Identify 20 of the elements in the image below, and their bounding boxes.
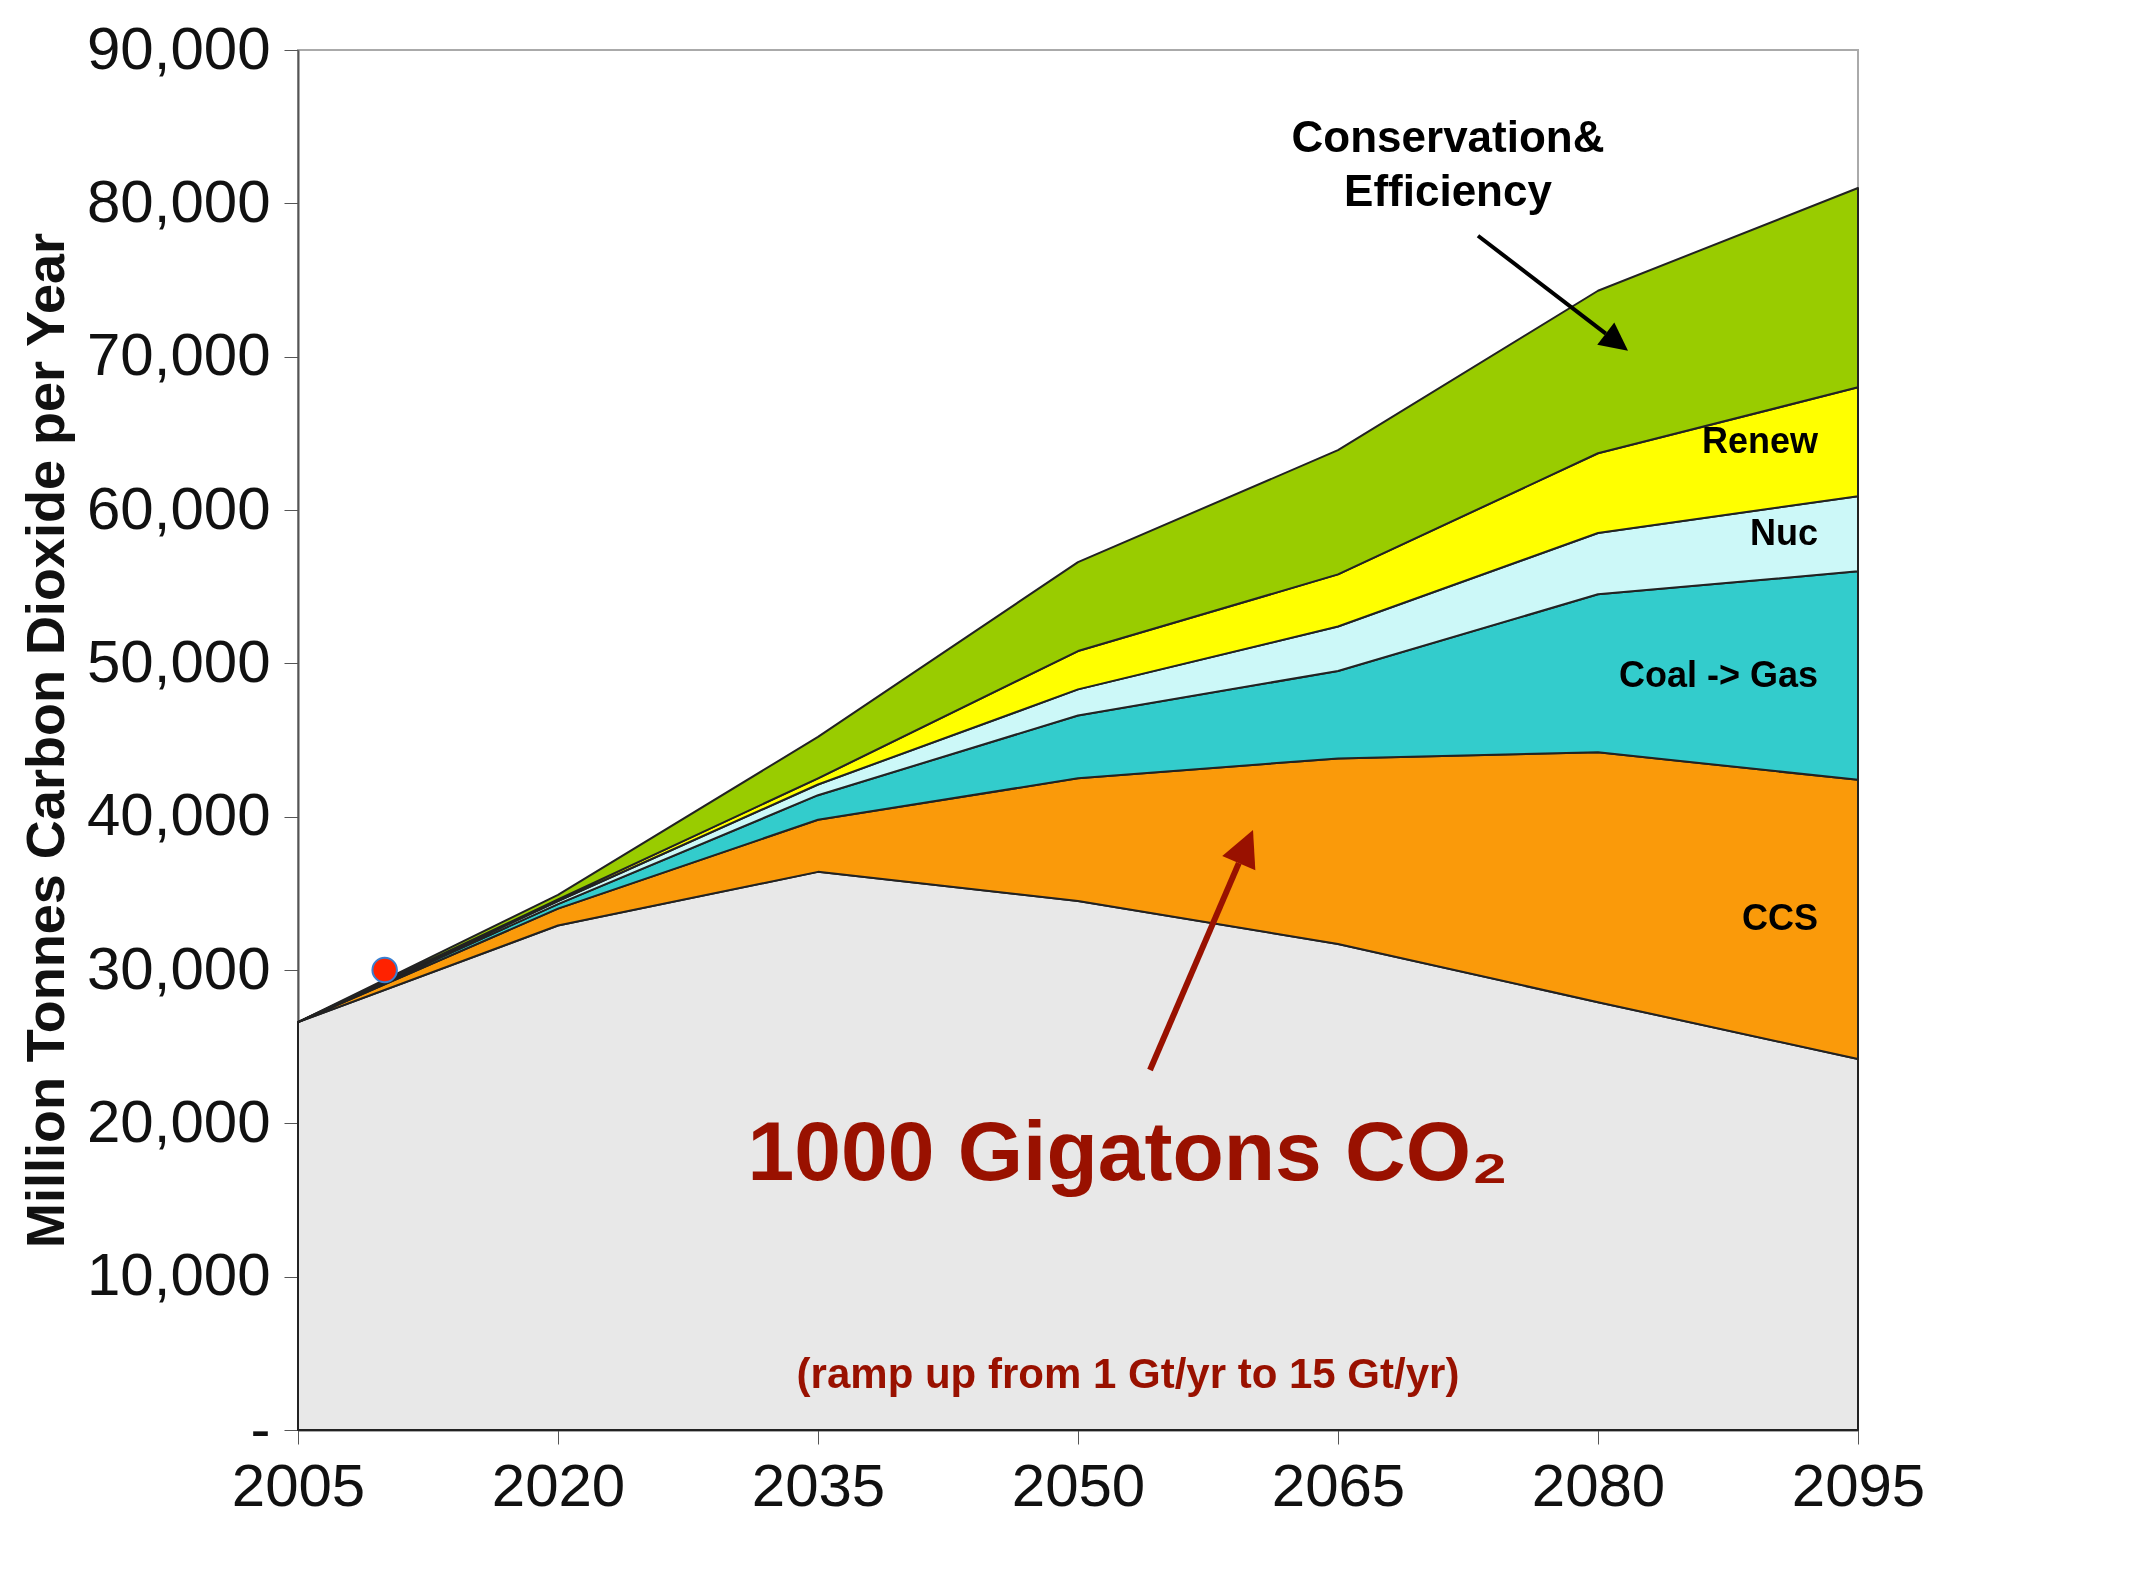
y-tick-label: 70,000 xyxy=(86,321,271,389)
series-label: Coal -> Gas xyxy=(1618,653,1818,695)
y-axis-title: Million Tonnes Carbon Dioxide per Year xyxy=(14,232,75,1249)
x-tick-label: 2095 xyxy=(1791,1451,1926,1519)
y-tick-label: 60,000 xyxy=(86,474,271,542)
x-tick-label: 2020 xyxy=(491,1451,626,1519)
y-tick-label: 80,000 xyxy=(86,167,271,235)
x-tick-label: 2065 xyxy=(1271,1451,1406,1519)
x-tick-label: 2080 xyxy=(1531,1451,1666,1519)
x-tick-label: 2035 xyxy=(751,1451,886,1519)
y-tick-label: 40,000 xyxy=(86,781,271,849)
series-label: Conservation& Efficiency xyxy=(1291,111,1605,215)
series-label: Renew xyxy=(1701,419,1819,461)
y-tick-label: 20,000 xyxy=(86,1087,271,1155)
series-label: Nuc xyxy=(1749,511,1818,553)
y-tick-label: 90,000 xyxy=(86,14,271,82)
y-tick-label: 10,000 xyxy=(86,1241,271,1309)
x-tick-label: 2050 xyxy=(1011,1451,1146,1519)
y-tick-label: 30,000 xyxy=(86,934,271,1002)
y-tick-label: 50,000 xyxy=(86,627,271,695)
